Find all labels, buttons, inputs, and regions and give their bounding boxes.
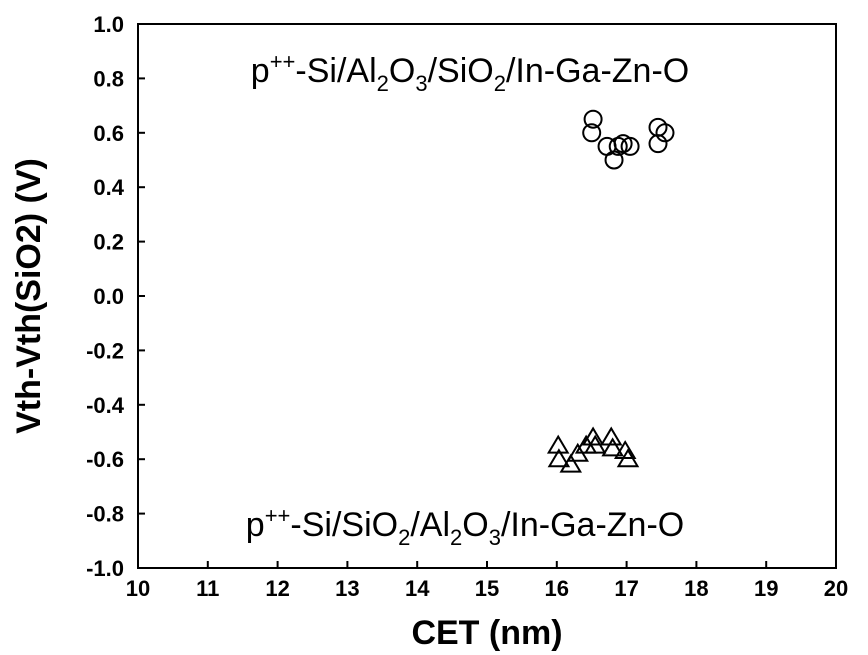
- annotation-bottom: p++-Si/SiO2/Al2O3/In-Ga-Zn-O: [246, 503, 684, 550]
- triangle-point: [583, 434, 607, 454]
- x-tick-label: 18: [684, 576, 708, 601]
- circle-point: [648, 134, 668, 154]
- y-tick-label: -0.4: [86, 393, 125, 418]
- x-tick-label: 14: [405, 576, 430, 601]
- y-tick-label: -0.8: [86, 502, 124, 527]
- plot-area-frame: [137, 23, 837, 569]
- circle-point: [620, 136, 640, 156]
- x-tick-label: 16: [545, 576, 569, 601]
- circle-point: [583, 109, 603, 129]
- x-tick-label: 10: [126, 576, 150, 601]
- y-tick-label: 0.8: [93, 66, 124, 91]
- y-tick-label: 0.0: [93, 284, 124, 309]
- data-markers: [546, 109, 675, 473]
- y-tick-label: -1.0: [86, 556, 124, 581]
- triangle-point: [601, 437, 624, 457]
- x-tick-label: 20: [824, 576, 848, 601]
- triangle-point: [581, 426, 605, 446]
- y-tick-label: -0.2: [86, 338, 124, 363]
- triangle-point: [599, 426, 623, 446]
- annotation-top: p++-Si/Al2O3/SiO2/In-Ga-Zn-O: [251, 49, 689, 96]
- x-tick-label: 11: [196, 576, 219, 601]
- y-axis-label: Vth-Vth(SiO2) (V): [10, 158, 48, 434]
- triangle-point: [559, 453, 583, 473]
- x-tick-label: 15: [475, 576, 499, 601]
- y-tick-label: 0.2: [93, 230, 124, 255]
- circle-point: [655, 123, 675, 143]
- triangle-point: [613, 440, 637, 460]
- y-tick-label: -0.6: [86, 447, 124, 472]
- x-axis: 10 11 12 13 14 15 16 17 18 19 20: [126, 561, 848, 601]
- y-tick-label: 1.0: [93, 12, 124, 37]
- circle-point: [604, 150, 624, 170]
- x-tick-label: 13: [335, 576, 359, 601]
- circle-point: [582, 123, 602, 143]
- triangle-point: [547, 448, 571, 468]
- y-tick-label: 0.4: [93, 175, 124, 200]
- x-tick-label: 19: [754, 576, 778, 601]
- x-axis-label: CET (nm): [411, 614, 562, 652]
- y-axis: 1.0 0.8 0.6 0.4 0.2 0.0 -0.2 -0.4 -0.6 -0.8 -1.0: [86, 12, 145, 581]
- triangle-point: [616, 448, 640, 468]
- x-tick-label: 17: [614, 576, 638, 601]
- y-tick-label: 0.6: [93, 121, 124, 146]
- x-tick-label: 12: [265, 576, 289, 601]
